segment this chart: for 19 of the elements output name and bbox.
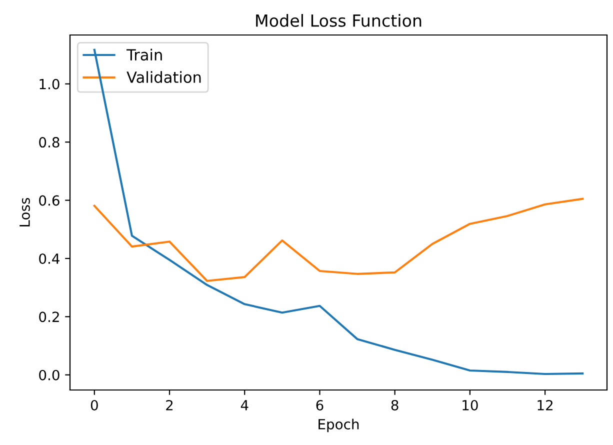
legend-label: Train (126, 48, 162, 61)
x-axis-title: Epoch (318, 418, 359, 432)
x-tick-label: 4 (240, 400, 248, 410)
y-tick-label: 1.0 (40, 78, 60, 90)
legend-label: Validation (126, 71, 201, 83)
chart-title: Model Loss Function (256, 14, 422, 27)
y-tick-label: 0.0 (39, 370, 60, 380)
line-series (93, 198, 584, 282)
y-tick-label: 0.4 (39, 253, 60, 264)
y-tick-label: 0.2 (39, 312, 59, 322)
x-tick-label: 10 (462, 400, 478, 410)
y-axis-title: Loss (20, 198, 30, 226)
x-tick-label: 2 (166, 400, 173, 410)
y-tick-label: 0.8 (39, 137, 60, 148)
x-tick-label: 12 (538, 400, 552, 410)
y-tick-label: 0.6 (39, 195, 60, 206)
x-tick-label: 0 (90, 400, 98, 410)
x-tick-label: 6 (316, 400, 324, 410)
x-tick-label: 8 (391, 400, 398, 410)
